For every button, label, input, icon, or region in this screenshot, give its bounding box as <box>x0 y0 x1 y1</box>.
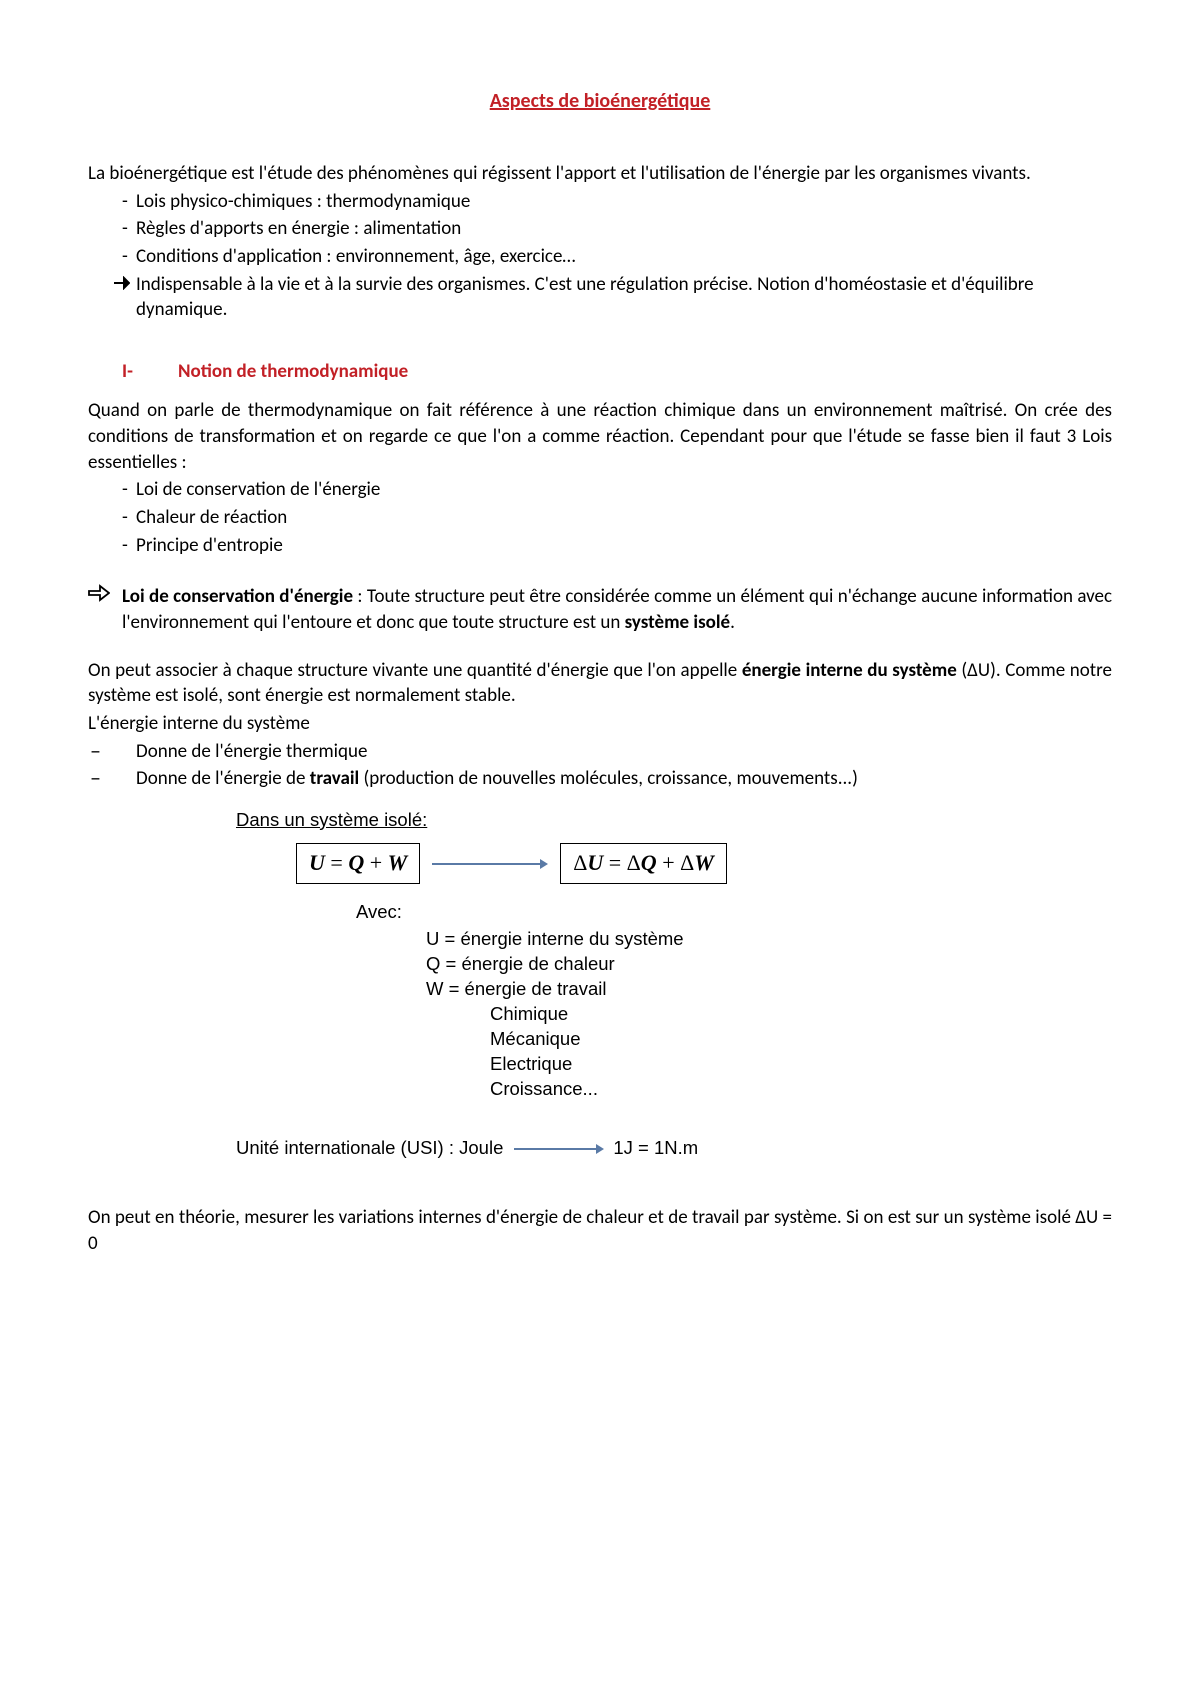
en-dash-icon: – <box>88 766 136 790</box>
figure-header: Dans un système isolé: <box>236 808 916 833</box>
intro-bullet-list: - Lois physico-chimiques : thermodynamiq… <box>88 189 1112 270</box>
page-title: Aspects de bioénergétique <box>88 88 1112 115</box>
law-tail-rest: . <box>730 611 735 634</box>
definition-list: U = énergie interne du système Q = énerg… <box>426 927 916 1002</box>
outline-right-arrow-icon <box>88 584 122 610</box>
internal-energy-paragraph: On peut associer à chaque structure viva… <box>88 658 1112 709</box>
unit-row: Unité internationale (USI) : Joule 1J = … <box>236 1136 916 1161</box>
list-item: - Loi de conservation de l'énergie <box>88 477 1112 503</box>
list-item-label: Loi de conservation de l'énergie <box>136 477 1112 503</box>
list-item: – Donne de l'énergie de travail (product… <box>88 766 1112 792</box>
law-lead-bold: Loi de conservation d'énergie <box>122 585 353 608</box>
right-arrow-icon <box>88 272 136 298</box>
spacer <box>88 640 1112 658</box>
list-item: – Donne de l'énergie thermique <box>88 739 1112 765</box>
thermo-bullet-list: - Loi de conservation de l'énergie - Cha… <box>88 477 1112 558</box>
intro-arrow-item: Indispensable à la vie et à la survie de… <box>88 272 1112 323</box>
intro-arrow-text: Indispensable à la vie et à la survie de… <box>136 272 1112 323</box>
dash-icon: - <box>88 477 136 503</box>
list-item-label: Conditions d'application : environnement… <box>136 244 1112 270</box>
definition-line: U = énergie interne du système <box>426 927 916 952</box>
dash-icon: - <box>88 533 136 559</box>
internal-energy-line: L'énergie interne du système <box>88 711 1112 737</box>
equation-box-1: U = Q + W <box>296 843 420 885</box>
dash-icon: - <box>88 505 136 531</box>
thermo-paragraph: Quand on parle de thermodynamique on fai… <box>88 398 1112 475</box>
definition-line: Q = énergie de chaleur <box>426 952 916 977</box>
internal-a: On peut associer à chaque structure viva… <box>88 659 742 682</box>
mixed-a: Donne de l'énergie de <box>136 767 310 790</box>
document-page: Aspects de bioénergétique La bioénergéti… <box>0 0 1200 1698</box>
sub-definition-line: Croissance... <box>490 1077 916 1102</box>
sub-definition-line: Electrique <box>490 1052 916 1077</box>
law-arrow-block: Loi de conservation d'énergie : Toute st… <box>88 584 1112 635</box>
list-item: - Chaleur de réaction <box>88 505 1112 531</box>
dash-icon: - <box>88 244 136 270</box>
dash-icon: - <box>88 189 136 215</box>
equation-figure: Dans un système isolé: U = Q + W ΔU = ΔQ… <box>236 808 916 1161</box>
mixed-b-bold: travail <box>310 767 359 790</box>
long-right-arrow-icon <box>420 857 560 871</box>
closing-paragraph: On peut en théorie, mesurer les variatio… <box>88 1205 1112 1256</box>
unit-label: Unité internationale (USI) : Joule <box>236 1136 503 1161</box>
sub-definition-line: Chimique <box>490 1002 916 1027</box>
law-text: Loi de conservation d'énergie : Toute st… <box>122 584 1112 635</box>
intro-paragraph: La bioénergétique est l'étude des phénom… <box>88 161 1112 187</box>
list-item: - Conditions d'application : environneme… <box>88 244 1112 270</box>
dash-icon: - <box>88 216 136 242</box>
list-item-label: Donne de l'énergie thermique <box>136 739 1112 765</box>
list-item-label: Donne de l'énergie de travail (productio… <box>136 766 1112 792</box>
internal-b-bold: énergie interne du système <box>742 659 957 682</box>
long-right-arrow-icon <box>503 1142 613 1156</box>
equation-row: U = Q + W ΔU = ΔQ + ΔW <box>296 843 916 885</box>
list-item: - Principe d'entropie <box>88 533 1112 559</box>
list-item-label: Règles d'apports en énergie : alimentati… <box>136 216 1112 242</box>
equation-box-2: ΔU = ΔQ + ΔW <box>560 843 727 885</box>
en-dash-icon: – <box>88 739 136 763</box>
sub-definition-list: Chimique Mécanique Electrique Croissance… <box>490 1002 916 1102</box>
mixed-c: (production de nouvelles molécules, croi… <box>359 767 858 790</box>
list-item: - Lois physico-chimiques : thermodynamiq… <box>88 189 1112 215</box>
list-item-label: Principe d'entropie <box>136 533 1112 559</box>
unit-value: 1J = 1N.m <box>613 1136 698 1161</box>
sub-definition-line: Mécanique <box>490 1027 916 1052</box>
section-number: I- <box>88 359 178 385</box>
avec-label: Avec: <box>356 900 916 925</box>
internal-bullet-list: – Donne de l'énergie thermique – Donne d… <box>88 739 1112 792</box>
section-title: Notion de thermodynamique <box>178 359 408 385</box>
list-item: - Règles d'apports en énergie : alimenta… <box>88 216 1112 242</box>
law-tail-bold: système isolé <box>625 611 730 634</box>
section-heading: I- Notion de thermodynamique <box>88 359 1112 385</box>
definition-line: W = énergie de travail <box>426 977 916 1002</box>
list-item-label: Lois physico-chimiques : thermodynamique <box>136 189 1112 215</box>
list-item-label: Chaleur de réaction <box>136 505 1112 531</box>
